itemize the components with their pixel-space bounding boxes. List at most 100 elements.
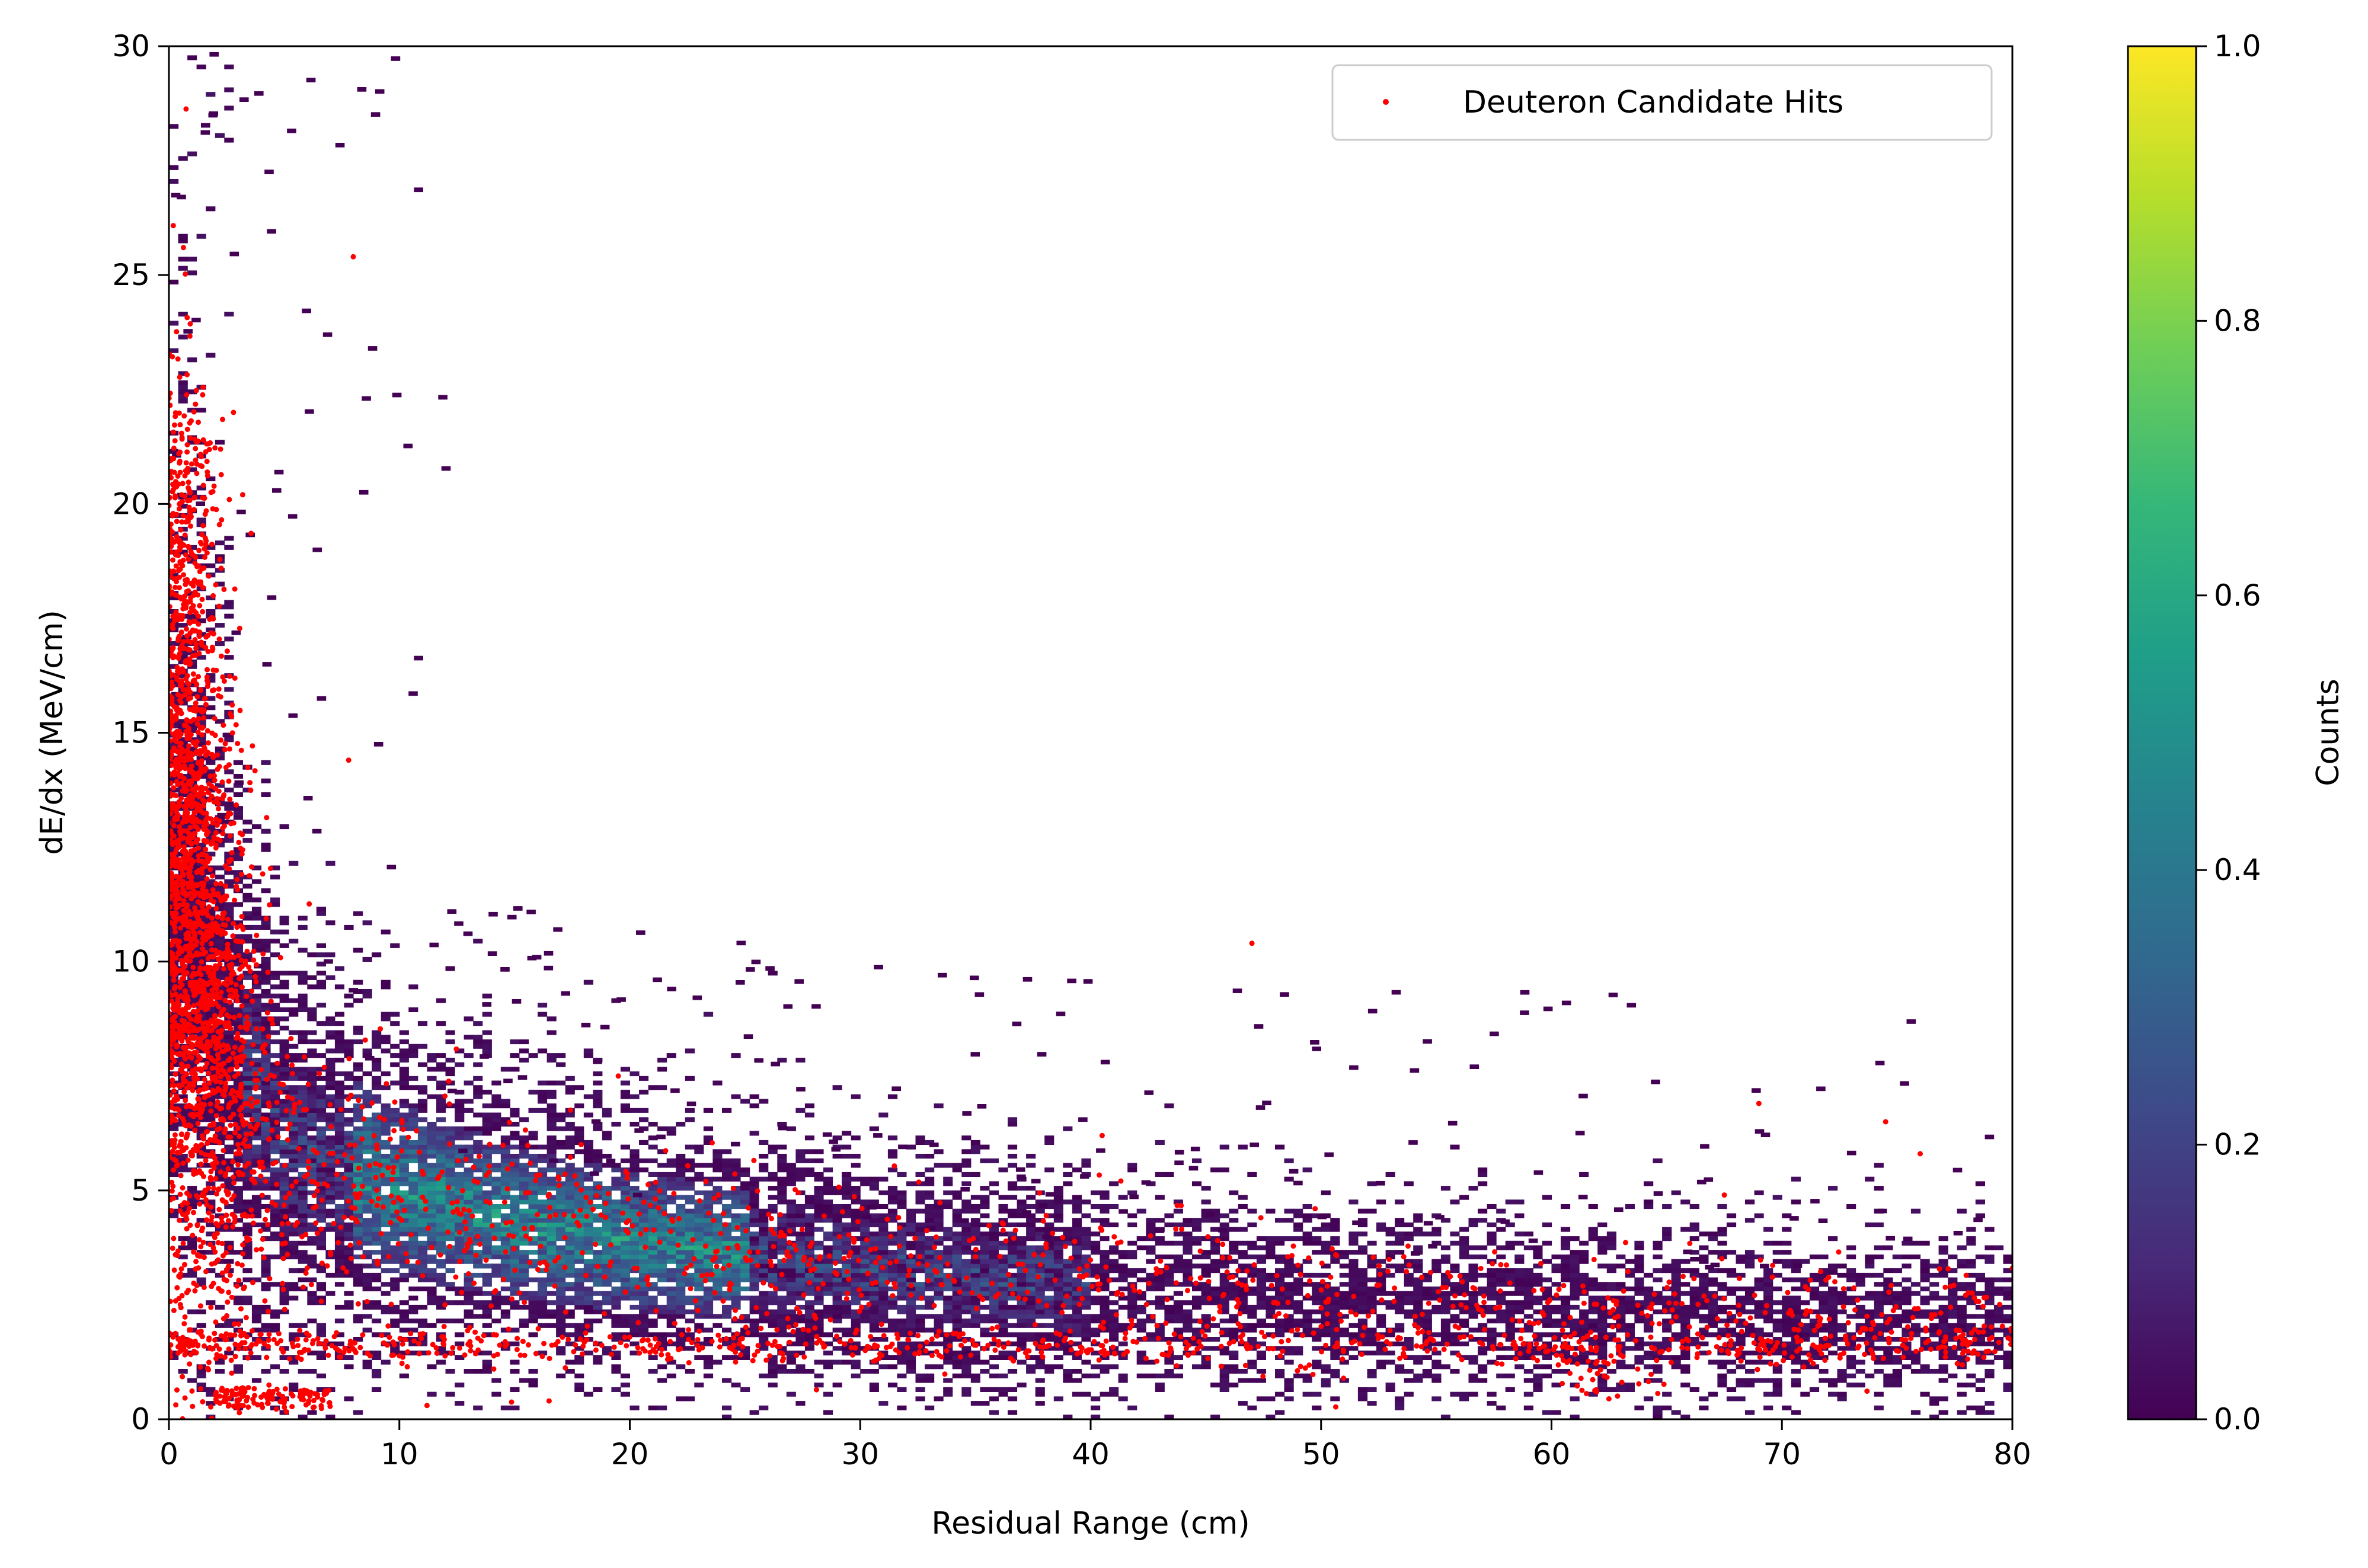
histogram-bin [786,1259,796,1264]
histogram-bin [206,563,216,568]
histogram-bin [1100,1304,1110,1310]
histogram-bin [289,1282,299,1287]
histogram-bin [436,1067,446,1072]
histogram-bin [528,1144,538,1150]
histogram-bin [528,1186,538,1191]
histogram-bin [251,1304,262,1310]
histogram-bin [685,1222,695,1227]
histogram-bin [1017,1295,1027,1301]
histogram-bin [980,1401,990,1406]
histogram-bin [196,408,206,413]
histogram-bin [980,1387,990,1392]
histogram-bin [657,1231,667,1237]
histogram-bin [1091,1396,1101,1401]
histogram-bin [455,1227,465,1232]
histogram-bin [178,265,188,271]
histogram-bin [583,1304,593,1310]
histogram-bin [814,1327,824,1333]
histogram-bin [768,1314,778,1319]
histogram-bin [1146,1272,1156,1278]
histogram-bin [491,1272,501,1278]
histogram-bin [417,1135,428,1141]
histogram-bin [289,971,299,976]
histogram-bin [178,792,188,797]
histogram-bin [934,1314,944,1319]
histogram-bin [334,1319,344,1324]
histogram-bin [961,1300,972,1305]
histogram-bin [685,1213,695,1218]
histogram-bin [353,1337,363,1342]
histogram-bin [417,1255,428,1260]
histogram-bin [233,1227,243,1232]
histogram-bin [500,1144,510,1150]
histogram-bin [1146,1236,1156,1241]
histogram-bin [593,1277,603,1282]
histogram-bin [242,1044,253,1049]
histogram-bin [814,1383,824,1388]
histogram-bin [657,1314,667,1319]
histogram-bin [574,1240,584,1246]
histogram-bin [169,1355,179,1360]
histogram-bin [491,1186,501,1191]
histogram-bin [887,1250,898,1255]
histogram-bin [703,1277,714,1282]
histogram-bin [187,828,197,834]
histogram-bin [731,1167,741,1173]
histogram-bin [934,1204,944,1209]
histogram-bin [224,737,234,743]
histogram-bin [998,1231,1008,1237]
histogram-bin [869,1250,879,1255]
histogram-bin [639,1108,649,1113]
histogram-bin [795,1332,806,1337]
histogram-bin [823,1218,833,1223]
histogram-bin [215,1025,225,1031]
histogram-bin [998,1314,1008,1319]
histogram-bin [298,924,308,930]
histogram-bin [547,1163,557,1168]
histogram-bin [786,1222,796,1227]
histogram-bin [344,1208,354,1214]
histogram-bin [574,1199,584,1205]
histogram-bin [887,1255,898,1260]
histogram-bin [925,1181,935,1186]
histogram-bin [878,1314,889,1319]
histogram-bin [1136,1236,1146,1241]
histogram-bin [934,1163,944,1168]
histogram-bin [602,1272,612,1278]
histogram-bin [1035,1277,1045,1282]
histogram-bin [1100,1287,1110,1292]
histogram-bin [685,1144,695,1150]
histogram-bin [362,1167,372,1173]
histogram-bin [482,1332,492,1337]
histogram-bin [538,1154,548,1159]
histogram-bin [620,1314,630,1319]
histogram-bin [316,1213,326,1218]
histogram-bin [427,1195,437,1200]
histogram-bin [915,1250,925,1255]
histogram-bin [417,1186,428,1191]
histogram-bin [676,1277,686,1282]
histogram-bin [538,1309,548,1314]
histogram-bin [224,769,234,775]
histogram-bin [639,1309,649,1314]
histogram-bin [980,1199,990,1205]
histogram-bin [372,1199,382,1205]
histogram-bin [334,1149,344,1154]
histogram-bin [547,1140,557,1145]
histogram-bin [639,1240,649,1246]
histogram-bin [417,1304,428,1310]
histogram-bin [334,1048,344,1054]
histogram-bin [629,1341,640,1346]
histogram-bin [279,1355,289,1360]
histogram-bin [952,1240,962,1246]
histogram-bin [316,1282,326,1287]
histogram-bin [814,1190,824,1195]
histogram-bin [196,692,206,697]
histogram-bin [878,1245,889,1250]
histogram-bin [298,1144,308,1150]
histogram-bin [897,1341,907,1346]
histogram-bin [178,801,188,807]
histogram-bin [759,1373,769,1378]
histogram-bin [934,1272,944,1278]
histogram-bin [676,1122,686,1127]
